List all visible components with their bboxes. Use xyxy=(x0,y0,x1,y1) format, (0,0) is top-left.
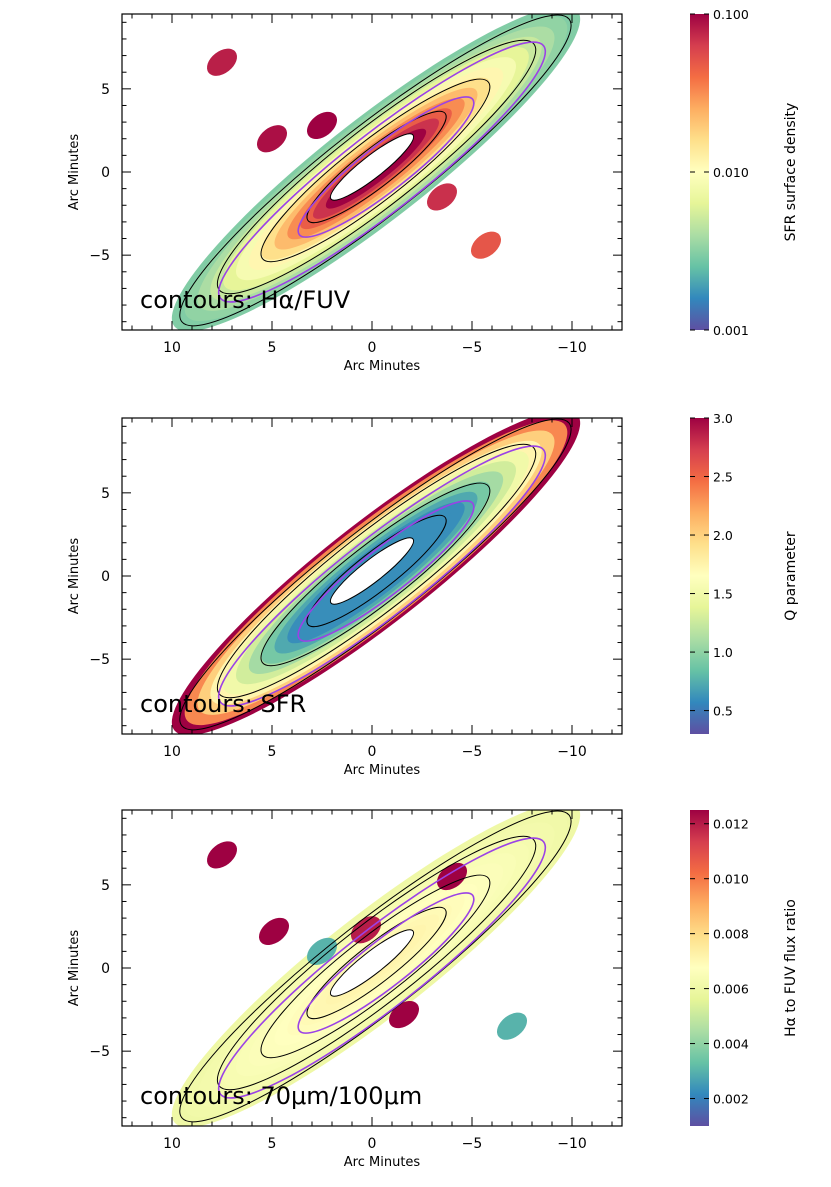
colorbar xyxy=(690,14,709,330)
colorbar-tick-label: 0.010 xyxy=(713,165,749,180)
colorbar-title: SFR surface density xyxy=(783,103,799,242)
y-tick-label: 0 xyxy=(101,961,110,977)
map-clump xyxy=(256,125,288,153)
colorbar-tick-label: 2.5 xyxy=(713,470,733,485)
contour-line xyxy=(260,874,491,1059)
annulus-ellipse xyxy=(297,892,475,1034)
x-tick-label: 10 xyxy=(163,1136,181,1152)
contour-line xyxy=(306,514,447,628)
colorbar-title: Hα to FUV flux ratio xyxy=(783,899,799,1037)
x-tick-label: 5 xyxy=(268,1136,277,1152)
panel-middle: 10 5 0 −5 −10 5 0 −5 Arc Minutes Arc Minutes conto… xyxy=(67,411,799,778)
x-tick-label: 0 xyxy=(368,744,377,760)
annulus-ellipse xyxy=(297,500,475,642)
y-tick-label: −5 xyxy=(89,248,110,264)
map-image xyxy=(171,810,581,1126)
map-clump xyxy=(426,183,458,211)
y-axis-title: Arc Minutes xyxy=(67,538,82,615)
colorbar-tick-label: 0.012 xyxy=(713,817,749,832)
colorbar-tick-label: 0.100 xyxy=(713,7,749,22)
map-clump xyxy=(496,1012,528,1040)
map-clump xyxy=(258,917,290,946)
colorbar-tick-label: 3.0 xyxy=(713,411,733,426)
x-axis-title: Arc Minutes xyxy=(344,359,421,374)
x-axis-title: Arc Minutes xyxy=(344,763,421,778)
colorbar-tick-label: 2.0 xyxy=(713,528,733,543)
x-tick-label: −5 xyxy=(462,744,483,760)
x-tick-label: −5 xyxy=(462,1136,483,1152)
colorbar-tick-label: 0.5 xyxy=(713,704,733,719)
colorbar-tick-label: 0.001 xyxy=(713,323,749,338)
x-tick-label: 0 xyxy=(368,1136,377,1152)
x-tick-label: 10 xyxy=(163,744,181,760)
panel-top: 10 5 0 −5 −10 5 0 −5 Arc Minutes Arc Minutes conto… xyxy=(67,7,799,374)
y-tick-label: −5 xyxy=(89,652,110,668)
annulus-ellipse xyxy=(217,837,547,1099)
colorbar-tick-label: 0.006 xyxy=(713,982,749,997)
panel-label: contours: SFR xyxy=(140,690,306,718)
colorbar-tick-label: 1.5 xyxy=(713,587,733,602)
panel-bottom: 10 5 0 −5 −10 5 0 −5 Arc Minutes Arc Minutes conto… xyxy=(67,809,799,1170)
colorbar xyxy=(690,810,709,1126)
y-tick-label: 0 xyxy=(101,165,110,181)
contour-line xyxy=(260,482,491,667)
colorbar-title: Q parameter xyxy=(783,531,799,621)
map-clump xyxy=(436,862,468,891)
center-hole xyxy=(329,929,415,997)
y-axis-title: Arc Minutes xyxy=(67,134,82,211)
x-tick-label: 10 xyxy=(163,340,181,356)
y-tick-label: −5 xyxy=(89,1044,110,1060)
contour-line xyxy=(260,78,491,263)
annulus-ellipse xyxy=(297,96,475,238)
y-tick-label: 5 xyxy=(101,82,110,98)
map-image xyxy=(171,418,581,734)
colorbar-tick-label: 0.010 xyxy=(713,872,749,887)
colorbar-tick-label: 1.0 xyxy=(713,645,733,660)
colorbar-tick-label: 0.004 xyxy=(713,1037,749,1052)
colorbar-tick-label: 0.002 xyxy=(713,1092,749,1107)
x-tick-label: −10 xyxy=(557,744,587,760)
contour-line xyxy=(306,110,447,224)
map-clump xyxy=(206,48,238,76)
map-clump xyxy=(206,841,238,869)
panel-label: contours: 70μm/100μm xyxy=(140,1082,422,1110)
map-clump xyxy=(470,231,502,259)
map-clump xyxy=(388,1000,420,1029)
center-hole xyxy=(329,537,415,605)
x-tick-label: 5 xyxy=(268,340,277,356)
map-clump xyxy=(306,111,338,140)
x-tick-label: 5 xyxy=(268,744,277,760)
x-tick-label: −10 xyxy=(557,1136,587,1152)
x-axis-title: Arc Minutes xyxy=(344,1155,421,1170)
y-tick-label: 5 xyxy=(101,486,110,502)
x-tick-label: 0 xyxy=(368,340,377,356)
annulus-ellipse xyxy=(217,41,547,303)
x-tick-label: −5 xyxy=(462,340,483,356)
contour-line xyxy=(306,906,447,1020)
annulus-ellipse xyxy=(217,445,547,707)
x-tick-label: −10 xyxy=(557,340,587,356)
colorbar-tick-label: 0.008 xyxy=(713,927,749,942)
y-axis-title: Arc Minutes xyxy=(67,930,82,1007)
colorbar xyxy=(690,418,709,734)
center-hole xyxy=(329,133,415,201)
panel-label: contours: Hα/FUV xyxy=(140,286,351,314)
y-tick-label: 5 xyxy=(101,878,110,894)
map-image xyxy=(171,14,581,330)
y-tick-label: 0 xyxy=(101,569,110,585)
